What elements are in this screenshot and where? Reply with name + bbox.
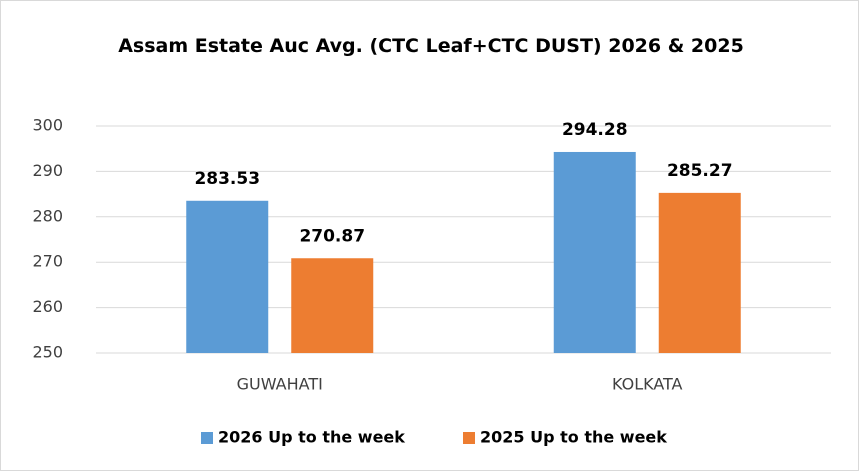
legend-swatch bbox=[201, 432, 213, 444]
x-tick-label: GUWAHATI bbox=[237, 375, 323, 394]
y-tick-label: 300 bbox=[32, 116, 63, 135]
bar bbox=[553, 151, 636, 353]
bar bbox=[186, 200, 269, 353]
legend-label: 2025 Up to the week bbox=[480, 428, 667, 447]
data-label: 270.87 bbox=[299, 226, 365, 246]
data-label: 285.27 bbox=[667, 161, 733, 181]
data-label: 283.53 bbox=[194, 169, 260, 189]
y-tick-label: 280 bbox=[32, 206, 63, 225]
data-label: 294.28 bbox=[562, 120, 628, 140]
x-tick-label: KOLKATA bbox=[612, 375, 683, 394]
y-tick-label: 260 bbox=[32, 297, 63, 316]
y-tick-label: 250 bbox=[32, 343, 63, 362]
y-tick-label: 290 bbox=[32, 161, 63, 180]
legend-swatch bbox=[463, 432, 475, 444]
y-tick-label: 270 bbox=[32, 252, 63, 271]
bar bbox=[658, 192, 741, 353]
chart-title: Assam Estate Auc Avg. (CTC Leaf+CTC DUST… bbox=[118, 35, 744, 57]
bar bbox=[291, 258, 374, 353]
legend-label: 2026 Up to the week bbox=[218, 428, 405, 447]
